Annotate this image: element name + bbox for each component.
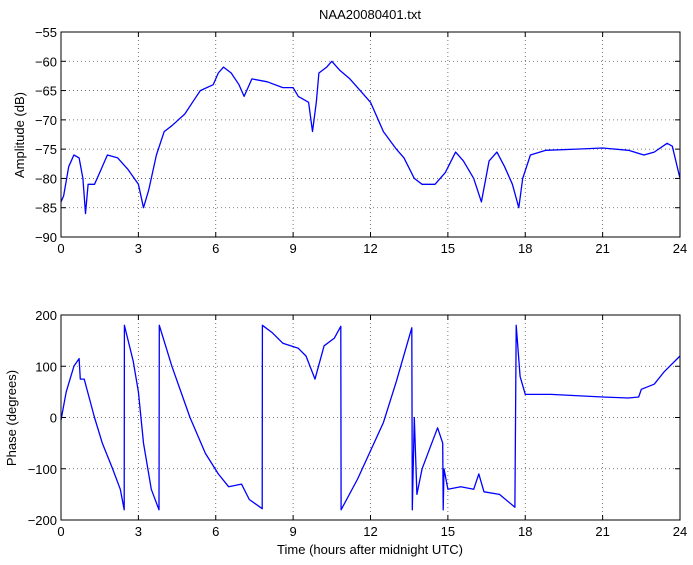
x-tick-label: 9 xyxy=(290,524,297,539)
x-tick-label: 21 xyxy=(595,241,609,256)
y-tick-label: −55 xyxy=(35,25,57,40)
axes-frame xyxy=(60,31,681,238)
x-tick-label: 9 xyxy=(290,241,297,256)
x-tick-label: 12 xyxy=(363,524,377,539)
x-tick-label: 0 xyxy=(57,524,64,539)
x-tick-label: 24 xyxy=(673,241,687,256)
x-tick-label: 3 xyxy=(135,524,142,539)
x-tick-label: 18 xyxy=(518,524,532,539)
y-tick-label: 0 xyxy=(50,411,57,426)
y-tick-label: −90 xyxy=(35,230,57,245)
amplitude-axes: 0 3 6 9 12 15 18 21 24 −90 −85 −80 −75 −70 −65 −60 −55 xyxy=(35,25,687,256)
x-tick-label: 12 xyxy=(363,241,377,256)
phase-y-label: Phase (degrees) xyxy=(4,370,19,466)
y-tick-label: −60 xyxy=(35,54,57,69)
x-tick-label: 3 xyxy=(135,241,142,256)
phase-axes: 0 3 6 9 12 15 18 21 24 −200 −100 0 100 200 xyxy=(28,308,688,539)
y-tick-label: −200 xyxy=(28,513,57,528)
x-tick-label: 24 xyxy=(673,524,687,539)
x-tick-label: 21 xyxy=(595,524,609,539)
x-tick-label: 0 xyxy=(57,241,64,256)
plot-background xyxy=(61,315,680,520)
y-tick-label: 200 xyxy=(35,308,57,323)
y-tick-label: −80 xyxy=(35,171,57,186)
y-tick-label: 100 xyxy=(35,359,57,374)
y-tick-label: −65 xyxy=(35,84,57,99)
x-tick-label: 18 xyxy=(518,241,532,256)
data-series-line xyxy=(60,60,681,215)
x-axis-label: Time (hours after midnight UTC) xyxy=(277,542,463,557)
amplitude-y-label: Amplitude (dB) xyxy=(12,92,27,178)
chart-title: NAA20080401.txt xyxy=(319,7,421,22)
y-tick-label: −85 xyxy=(35,201,57,216)
data-series-line xyxy=(60,324,681,511)
axes-frame xyxy=(60,314,681,521)
x-tick-label: 15 xyxy=(441,241,455,256)
y-tick-label: −70 xyxy=(35,113,57,128)
y-tick-label: −100 xyxy=(28,462,57,477)
y-tick-label: −75 xyxy=(35,142,57,157)
x-tick-label: 6 xyxy=(212,241,219,256)
plot-background xyxy=(61,32,680,237)
x-tick-label: 15 xyxy=(441,524,455,539)
x-tick-label: 6 xyxy=(212,524,219,539)
